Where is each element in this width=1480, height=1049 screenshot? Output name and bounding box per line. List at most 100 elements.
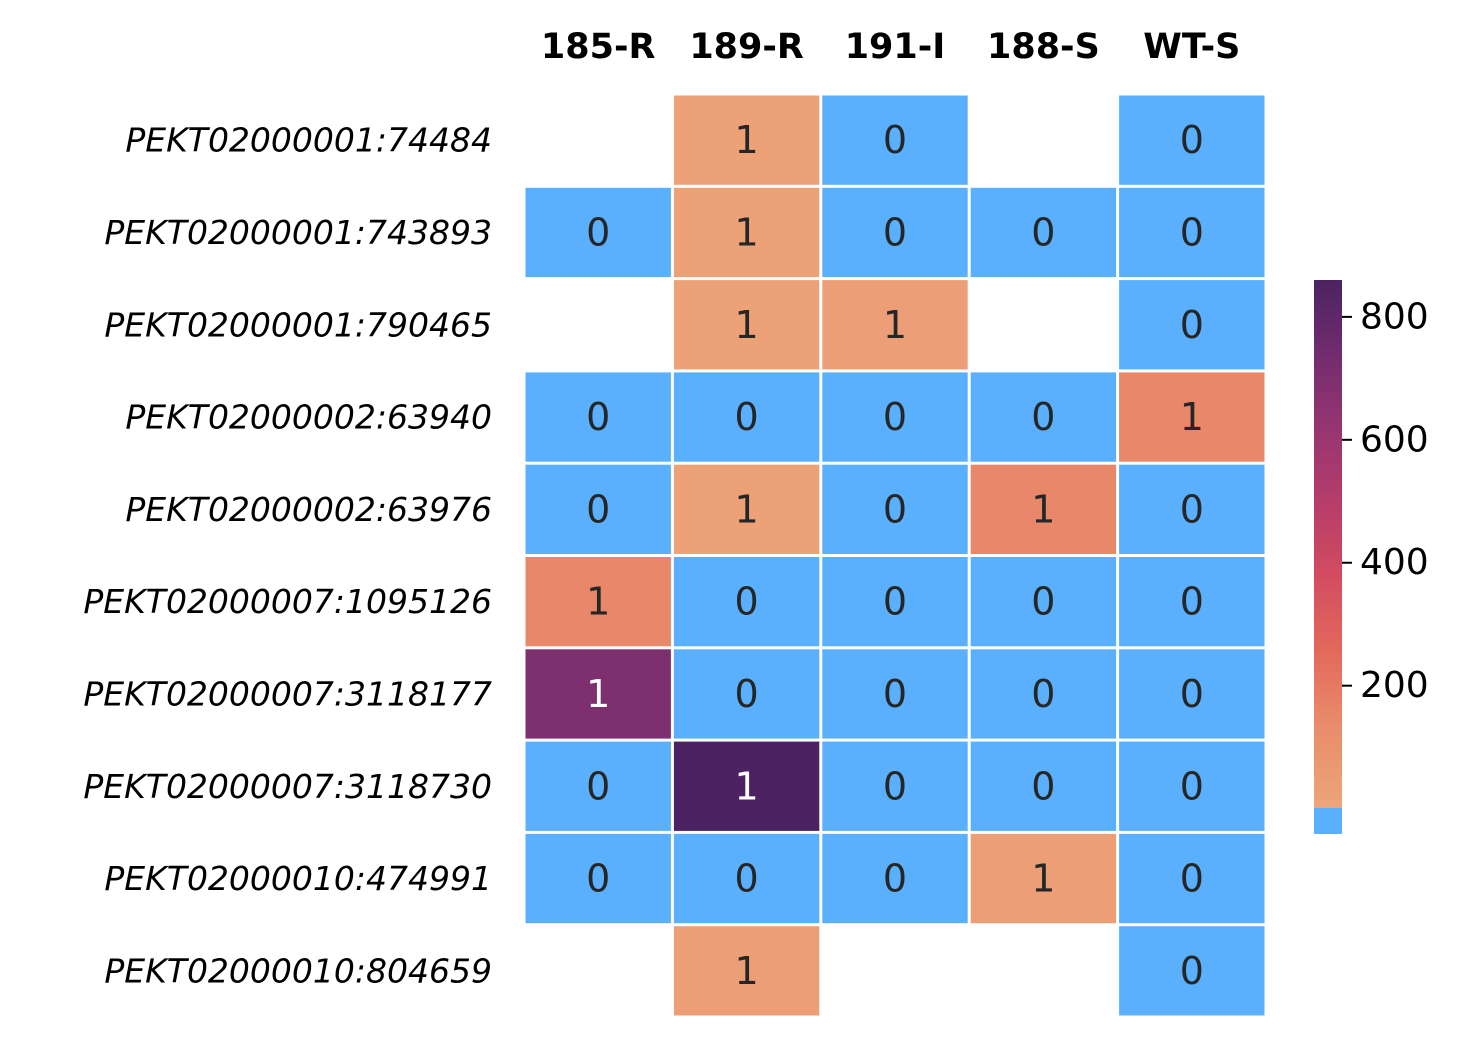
cell-annotation: 0: [883, 764, 907, 808]
heatmap-cell: [1119, 741, 1265, 831]
heatmap-cell: [822, 280, 968, 370]
row-label: PEKT02000007:1095126: [83, 582, 492, 621]
cell-annotation: 1: [735, 949, 759, 993]
cell-annotation: 0: [883, 487, 907, 531]
heatmap-cell: [822, 187, 968, 278]
heatmap-cell: [673, 372, 820, 462]
cell-annotation: 0: [1180, 857, 1204, 901]
heatmap-cell: [1119, 649, 1265, 739]
column-labels: 185-R 189-R 191-I 188-S WT-S: [541, 27, 1240, 67]
heatmap-cell: [970, 833, 1117, 924]
colorbar: 200 400 600 800: [1314, 280, 1429, 834]
heatmap-cell: [1119, 833, 1265, 924]
row-label: PEKT02000007:3118177: [83, 674, 492, 713]
cell-annotation: 0: [1180, 672, 1204, 716]
cell-annotation: 0: [586, 487, 610, 531]
column-label: WT-S: [1143, 27, 1240, 67]
heatmap-cell: [1119, 187, 1265, 278]
heatmap-cell: [525, 464, 671, 554]
cell-annotation: 1: [735, 487, 759, 531]
heatmap-cell: [822, 95, 968, 185]
cell-annotation: 0: [586, 395, 610, 439]
heatmap-cell: [970, 557, 1117, 647]
cell-annotation: 0: [1031, 580, 1055, 624]
cell-annotation: 0: [883, 118, 907, 162]
heatmap-cell: [822, 833, 968, 924]
heatmap-cell: [822, 649, 968, 739]
heatmap-cell: [673, 280, 820, 370]
heatmap-cell: [822, 464, 968, 554]
heatmap-cell: [525, 741, 671, 831]
heatmap-cell: [822, 557, 968, 647]
row-label: PEKT02000007:3118730: [83, 767, 492, 806]
cell-annotation: 0: [1180, 303, 1204, 347]
heatmap-cell: [970, 187, 1117, 278]
heatmap-cell: [970, 741, 1117, 831]
row-label: PEKT02000002:63976: [125, 490, 492, 529]
heatmap-cells: 1 0 0 0 1 0 0 0 1 1 0 0 0 0 0 1 0 1 0 1 0 1 0 0 0 0 1 0 0 0 0 0 1 0 0 0 0 0 0 1…: [525, 95, 1265, 1016]
cell-annotation: 0: [1180, 487, 1204, 531]
cell-annotation: 1: [735, 303, 759, 347]
heatmap-cell: [525, 649, 671, 739]
cell-annotation: 1: [1031, 857, 1055, 901]
row-label: PEKT02000010:474991: [104, 859, 492, 898]
cell-annotation: 0: [883, 857, 907, 901]
cell-annotation: 0: [1031, 764, 1055, 808]
column-label: 185-R: [541, 27, 656, 67]
row-labels: PEKT02000001:74484 PEKT02000001:743893 PEK…: [83, 121, 492, 991]
cell-annotation: 1: [586, 672, 610, 716]
heatmap-cell: [1119, 95, 1265, 185]
heatmap-cell: [970, 372, 1117, 462]
row-label: PEKT02000001:74484: [125, 121, 492, 160]
cell-annotation: 0: [586, 764, 610, 808]
cell-annotation: 0: [586, 857, 610, 901]
cell-annotation: 0: [883, 580, 907, 624]
cell-annotation: 0: [586, 210, 610, 254]
colorbar-zero-swatch: [1314, 808, 1342, 834]
heatmap-cell: [970, 649, 1117, 739]
heatmap-cell: [1119, 280, 1265, 370]
heatmap-cell: [673, 187, 820, 278]
heatmap-cell: [673, 95, 820, 185]
cell-annotation: 0: [1180, 764, 1204, 808]
cell-annotation: 1: [1180, 395, 1204, 439]
column-label: 188-S: [987, 27, 1100, 67]
cell-annotation: 0: [883, 395, 907, 439]
cell-annotation: 0: [883, 672, 907, 716]
heatmap-cell: [822, 372, 968, 462]
heatmap-cell: [525, 833, 671, 924]
cell-annotation: 0: [1031, 395, 1055, 439]
cell-annotation: 0: [735, 580, 759, 624]
row-label: PEKT02000001:743893: [104, 213, 492, 252]
heatmap-cell: [673, 557, 820, 647]
heatmap-cell: [673, 464, 820, 554]
cell-annotation: 0: [1180, 949, 1204, 993]
cell-annotation: 1: [735, 118, 759, 162]
cell-annotation: 1: [735, 764, 759, 808]
row-label: PEKT02000001:790465: [104, 305, 492, 344]
heatmap-cell: [525, 187, 671, 278]
cell-annotation: 0: [1031, 210, 1055, 254]
column-label: 189-R: [689, 27, 804, 67]
heatmap-cell: [970, 464, 1117, 554]
cell-annotation: 0: [1031, 672, 1055, 716]
heatmap-cell: [1119, 557, 1265, 647]
cell-annotation: 1: [1031, 487, 1055, 531]
heatmap-cell: [822, 741, 968, 831]
cell-annotation: 1: [586, 580, 610, 624]
cell-annotation: 0: [735, 672, 759, 716]
colorbar-tick-label: 800: [1360, 296, 1429, 337]
cell-annotation: 0: [1180, 210, 1204, 254]
cell-annotation: 0: [883, 210, 907, 254]
cell-annotation: 0: [1180, 580, 1204, 624]
heatmap-cell: [673, 926, 820, 1016]
heatmap-cell: [525, 372, 671, 462]
colorbar-tick-label: 600: [1360, 419, 1429, 460]
heatmap-cell: [525, 557, 671, 647]
cell-annotation: 1: [735, 210, 759, 254]
colorbar-tick-label: 200: [1360, 665, 1429, 706]
heatmap-cell: [673, 741, 820, 831]
cell-annotation: 1: [883, 303, 907, 347]
heatmap-cell: [1119, 372, 1265, 462]
